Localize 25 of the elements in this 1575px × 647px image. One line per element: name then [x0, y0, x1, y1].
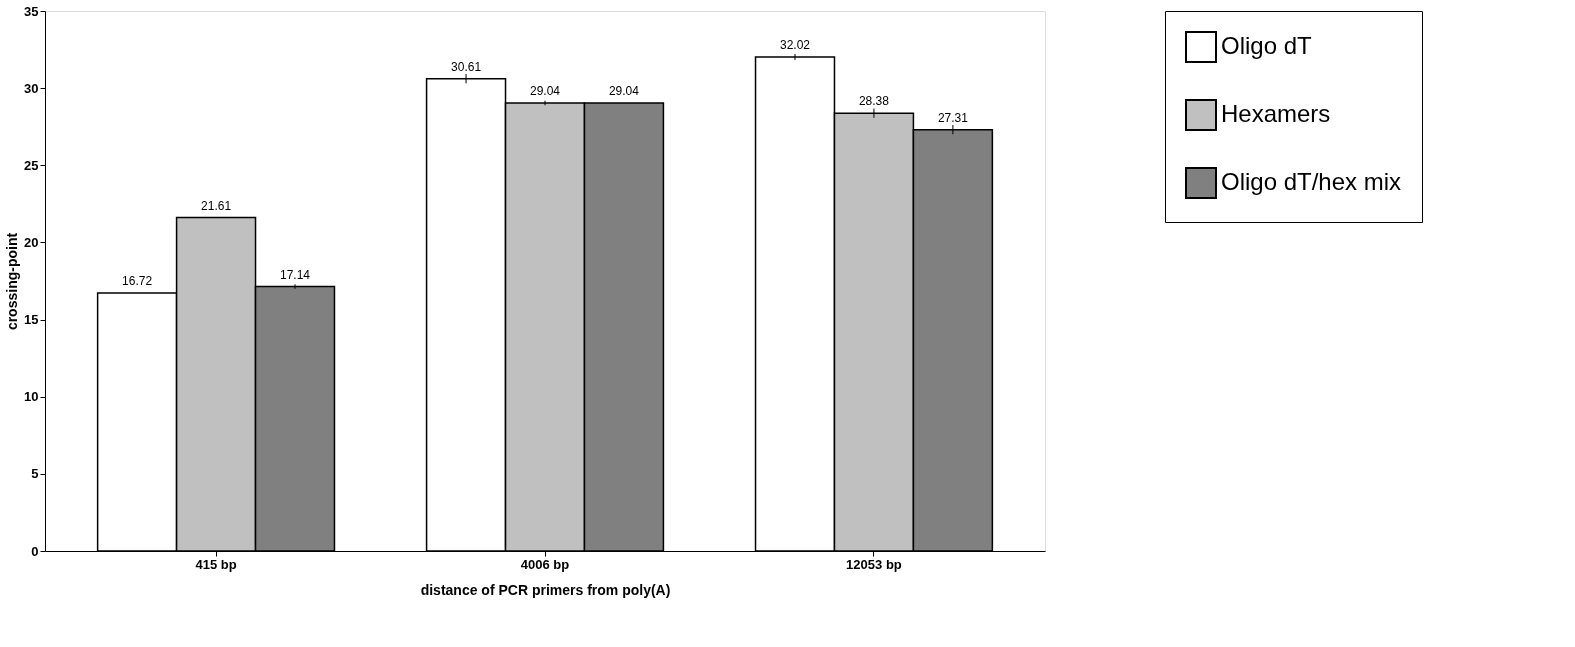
data-label: 29.04: [608, 83, 640, 98]
data-label: 16.72: [122, 274, 153, 289]
y-tick-label: 25: [24, 157, 39, 173]
legend-label: Oligo dT: [1221, 32, 1313, 59]
data-label: 21.61: [201, 198, 232, 213]
y-tick-label: 30: [24, 80, 39, 96]
legend-label: Oligo dT/hex mix: [1221, 168, 1402, 195]
x-tick-label: 12053 bp: [846, 556, 902, 572]
data-label: 28.38: [858, 94, 890, 109]
y-tick-label: 15: [24, 312, 39, 328]
x-tick-label: 4006 bp: [520, 556, 570, 572]
y-tick-label: 20: [24, 234, 39, 250]
data-label: 32.02: [779, 37, 811, 52]
y-tick-label: 5: [31, 466, 39, 482]
data-label: 29.04: [529, 83, 561, 98]
legend-label: Hexamers: [1221, 100, 1331, 127]
x-axis-title: distance of PCR primers from poly(A): [420, 581, 671, 598]
y-tick-label: 10: [24, 389, 39, 405]
y-tick-label: 0: [31, 543, 39, 559]
x-tick-label: 415 bp: [195, 556, 237, 572]
y-axis-title: crossing-point: [4, 232, 21, 331]
data-label: 30.61: [451, 59, 482, 74]
data-label: 17.14: [279, 267, 311, 282]
y-tick-label: 35: [24, 3, 39, 19]
data-label: 27.31: [937, 110, 969, 125]
